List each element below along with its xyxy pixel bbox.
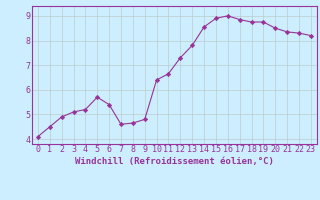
X-axis label: Windchill (Refroidissement éolien,°C): Windchill (Refroidissement éolien,°C) — [75, 157, 274, 166]
